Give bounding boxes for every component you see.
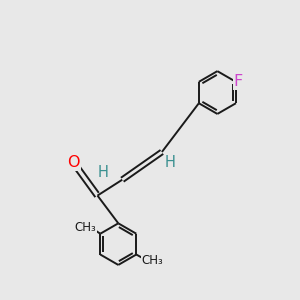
Text: H: H (164, 155, 175, 170)
Text: O: O (68, 155, 80, 170)
Text: CH₃: CH₃ (142, 254, 163, 267)
Text: F: F (234, 74, 243, 89)
Text: H: H (98, 165, 109, 180)
Text: CH₃: CH₃ (74, 221, 96, 234)
